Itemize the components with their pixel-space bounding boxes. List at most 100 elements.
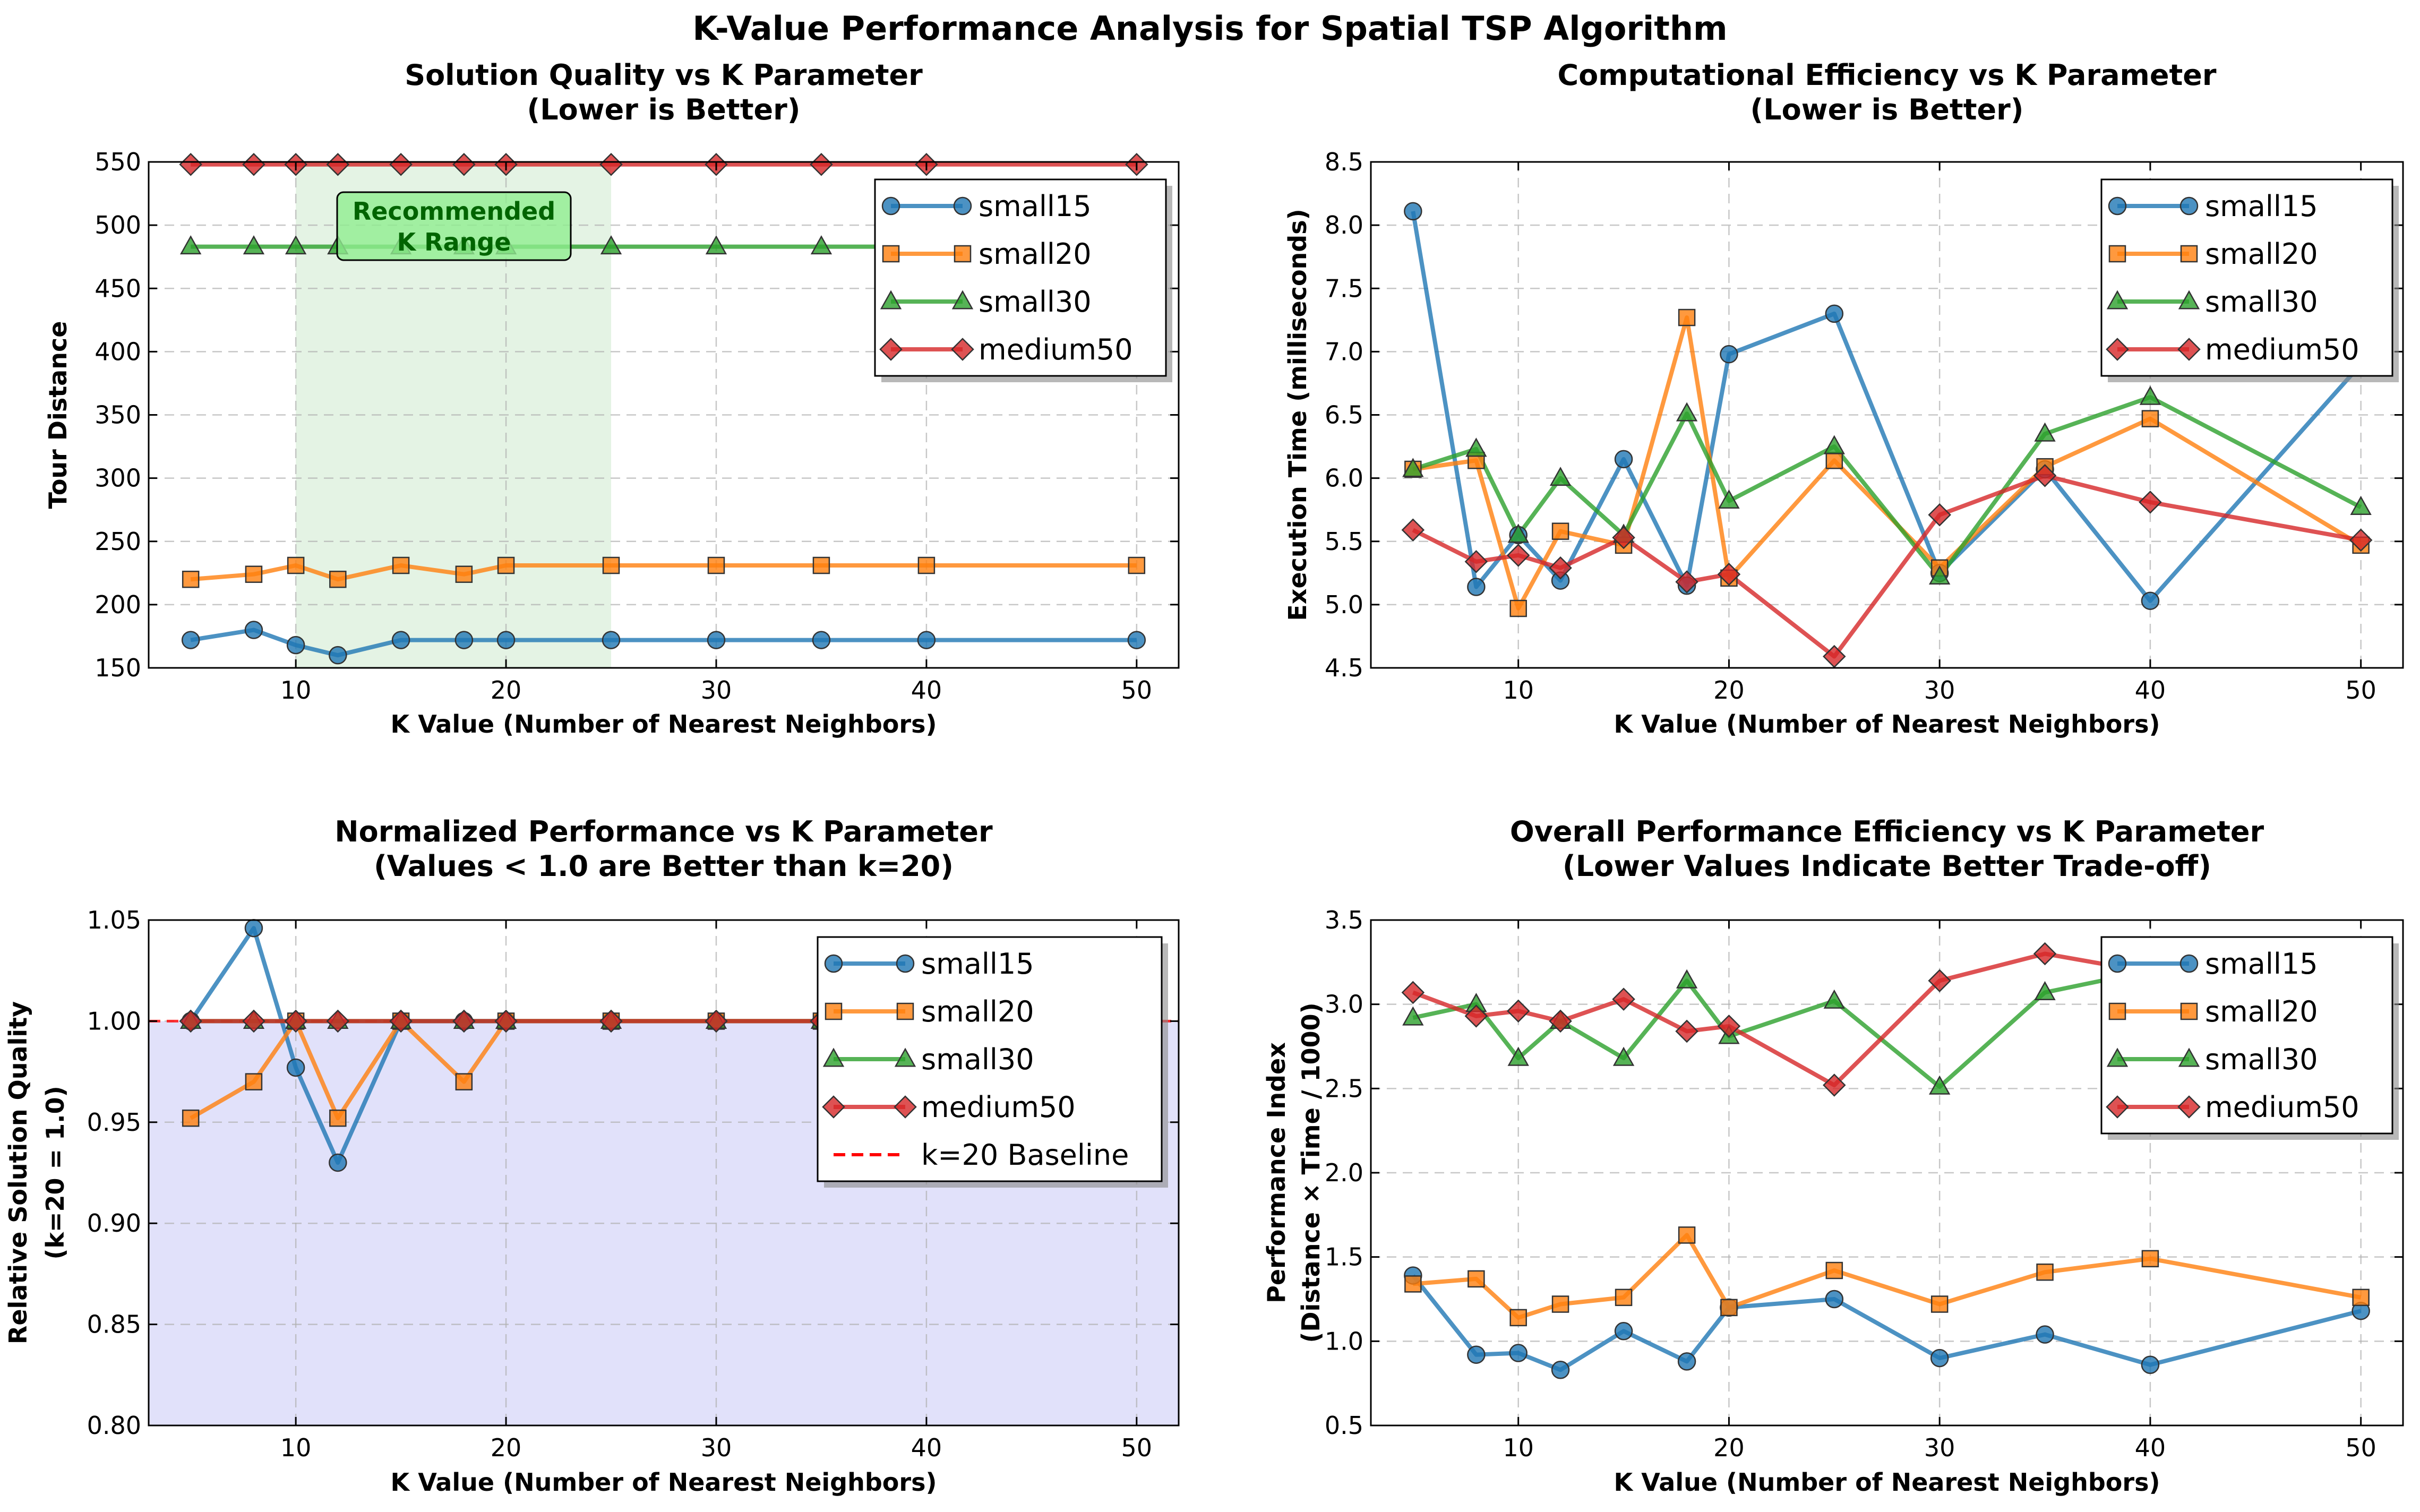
data-point-small15 bbox=[1404, 202, 1422, 221]
series-line-small15 bbox=[1411, 211, 2363, 603]
y-tick-label: 0.85 bbox=[87, 1310, 141, 1339]
data-point-small30 bbox=[2350, 495, 2372, 515]
x-tick-label: 20 bbox=[491, 1433, 522, 1462]
data-point-medium50 bbox=[1506, 999, 1530, 1023]
y-tick-label: 8.5 bbox=[1325, 148, 1363, 176]
legend-label-small15: small15 bbox=[2205, 190, 2318, 223]
x-tick-label: 30 bbox=[701, 1433, 732, 1462]
data-point-small30 bbox=[1402, 1006, 1424, 1026]
data-point-small30 bbox=[1676, 969, 1698, 989]
data-point-small20 bbox=[1509, 1309, 1527, 1327]
data-point-small20 bbox=[245, 565, 263, 583]
y-tick-label: 0.90 bbox=[87, 1209, 141, 1238]
legend-box bbox=[874, 178, 1167, 377]
y-tick-label: 6.0 bbox=[1325, 464, 1363, 493]
legend-label-small15: small15 bbox=[979, 190, 1092, 223]
legend-marker-small15 bbox=[2108, 196, 2127, 216]
data-point-medium50 bbox=[1612, 987, 1635, 1011]
data-point-small15 bbox=[1614, 450, 1633, 469]
data-point-small30 bbox=[1676, 402, 1698, 422]
x-tick-label: 50 bbox=[1121, 1433, 1153, 1462]
data-point-medium50 bbox=[1928, 969, 1951, 993]
y-tick-label: 450 bbox=[95, 274, 141, 303]
data-point-small20 bbox=[1678, 308, 1696, 327]
legend-marker-small20 bbox=[2180, 1002, 2198, 1020]
data-point-small20 bbox=[497, 556, 515, 574]
y-tick-label: 200 bbox=[95, 590, 141, 619]
legend-marker-small20 bbox=[882, 245, 900, 263]
x-tick-label: 30 bbox=[1924, 676, 1955, 705]
x-axis-label: K Value (Number of Nearest Neighbors) bbox=[391, 710, 937, 738]
legend-marker-small30 bbox=[894, 1047, 916, 1067]
legend-marker-small15 bbox=[881, 196, 900, 216]
recommended-label-text: K Range bbox=[397, 228, 511, 256]
data-point-small15 bbox=[454, 631, 474, 649]
data-point-small15 bbox=[812, 631, 831, 649]
data-point-small20 bbox=[1615, 1288, 1633, 1307]
data-point-small20 bbox=[917, 556, 936, 574]
axes-frame bbox=[148, 919, 1180, 1427]
legend-label-small30: small30 bbox=[2205, 285, 2318, 319]
data-point-medium50 bbox=[452, 1009, 476, 1033]
x-tick-label: 10 bbox=[280, 676, 312, 705]
data-point-small15 bbox=[2036, 1325, 2054, 1344]
data-point-small15 bbox=[329, 1153, 347, 1172]
recommended-label-box bbox=[336, 191, 572, 261]
data-point-small30 bbox=[1718, 489, 1740, 509]
data-point-medium50 bbox=[2139, 491, 2162, 514]
data-point-medium50 bbox=[326, 152, 350, 176]
y-tick-label: 350 bbox=[95, 401, 141, 429]
data-point-small30 bbox=[1549, 467, 1572, 486]
data-point-small20 bbox=[1720, 1299, 1738, 1317]
x-tick-label: 40 bbox=[2135, 1433, 2166, 1462]
data-point-medium50 bbox=[1464, 550, 1488, 573]
data-point-small20 bbox=[1128, 556, 1146, 574]
y-tick-label: 1.0 bbox=[1325, 1327, 1363, 1355]
legend-marker-small20 bbox=[896, 1002, 914, 1020]
data-point-small20 bbox=[182, 570, 200, 588]
data-point-small20 bbox=[1930, 1295, 1949, 1313]
legend-marker-small30 bbox=[951, 290, 974, 310]
legend-marker-small20 bbox=[954, 245, 972, 263]
y-tick-label: 250 bbox=[95, 527, 141, 556]
data-point-small20 bbox=[455, 1073, 473, 1090]
data-point-small15 bbox=[2141, 591, 2160, 610]
legend-marker-small30 bbox=[2106, 290, 2129, 310]
data-point-small20 bbox=[245, 1073, 263, 1090]
legend-marker-medium50 bbox=[879, 338, 903, 361]
y-tick-label: 300 bbox=[95, 464, 141, 493]
data-point-medium50 bbox=[1401, 981, 1425, 1004]
y-axis-label: (Distance × Time / 1000) bbox=[1297, 1002, 1325, 1343]
x-tick-label: 30 bbox=[1924, 1433, 1955, 1462]
data-point-small20 bbox=[1678, 1226, 1696, 1244]
data-point-medium50 bbox=[1549, 556, 1572, 580]
x-tick-label: 10 bbox=[280, 1433, 312, 1462]
data-point-small15 bbox=[286, 1058, 305, 1077]
data-point-small20 bbox=[329, 570, 347, 588]
x-tick-label: 20 bbox=[1713, 1433, 1745, 1462]
legend-label-small15: small15 bbox=[2205, 947, 2318, 981]
chart-title: Solution Quality vs K Parameter bbox=[405, 58, 923, 92]
data-point-small30 bbox=[1507, 1046, 1529, 1066]
chart-title: (Lower Values Indicate Better Trade-off) bbox=[1563, 849, 2211, 883]
data-point-small15 bbox=[2141, 1355, 2160, 1374]
plot-area bbox=[1401, 942, 2373, 1379]
y-tick-label: 2.0 bbox=[1325, 1158, 1363, 1187]
legend-marker-medium50 bbox=[2106, 338, 2129, 361]
legend-label-small20: small20 bbox=[2205, 237, 2318, 271]
legend-marker-small15 bbox=[896, 954, 915, 973]
y-tick-label: 550 bbox=[95, 148, 141, 176]
y-tick-label: 5.5 bbox=[1325, 527, 1363, 556]
legend-label-small20: small20 bbox=[979, 237, 1092, 271]
series-line-small20 bbox=[1412, 315, 2362, 611]
data-point-small30 bbox=[1507, 523, 1529, 543]
data-point-small15 bbox=[917, 631, 936, 649]
data-point-small20 bbox=[2352, 1288, 2370, 1307]
data-point-medium50 bbox=[2033, 464, 2057, 487]
data-point-small15 bbox=[1720, 345, 1738, 364]
legend-marker-small30 bbox=[2178, 290, 2200, 310]
data-point-small20 bbox=[287, 556, 305, 574]
data-point-medium50 bbox=[1928, 503, 1951, 527]
y-axis-label: Relative Solution Quality bbox=[4, 1001, 32, 1344]
data-point-small15 bbox=[244, 621, 263, 639]
